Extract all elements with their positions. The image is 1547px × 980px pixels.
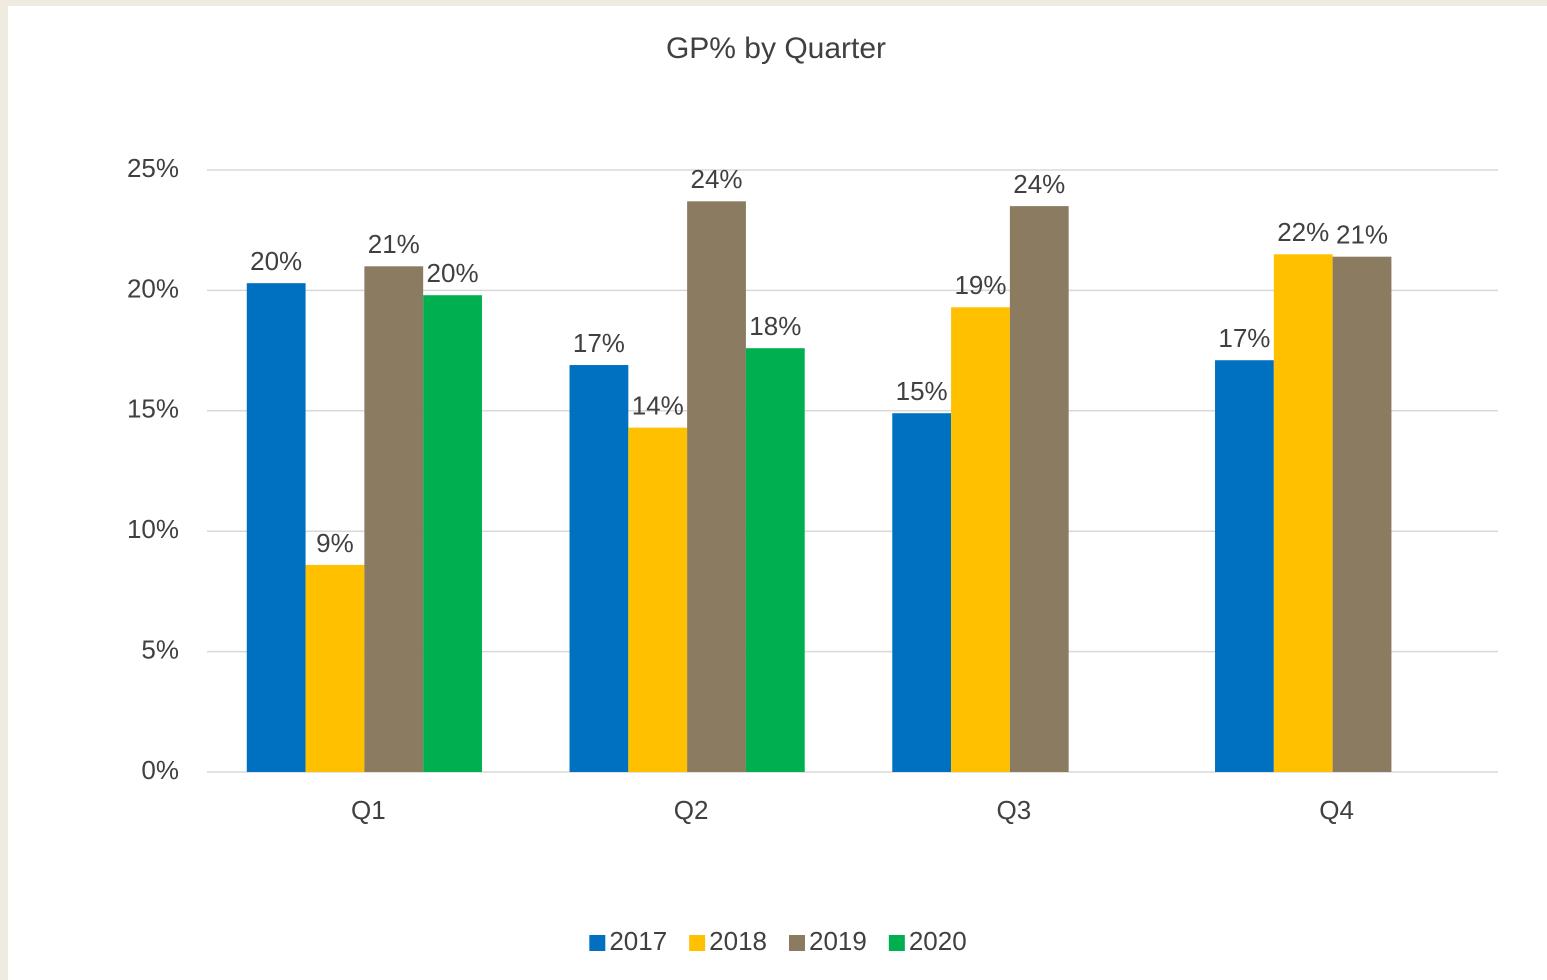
y-tick-label: 20%: [127, 273, 179, 303]
data-label: 22%: [1277, 217, 1329, 247]
data-label: 14%: [632, 391, 684, 421]
data-label: 24%: [691, 164, 743, 194]
data-label: 17%: [573, 328, 625, 358]
y-tick-label: 25%: [127, 153, 179, 183]
x-tick-label: Q3: [997, 795, 1032, 825]
x-tick-label: Q4: [1319, 795, 1354, 825]
data-label: 15%: [896, 376, 948, 406]
legend-swatch: [689, 935, 706, 951]
bar: [246, 283, 306, 772]
bar: [1215, 360, 1274, 772]
data-label: 24%: [1013, 169, 1065, 199]
bar: [364, 266, 424, 772]
bar: [1009, 206, 1069, 772]
chart-title: GP% by Quarter: [666, 32, 886, 65]
data-label: 17%: [1218, 323, 1270, 353]
legend-label: 2018: [709, 926, 767, 956]
data-label: 18%: [749, 311, 801, 341]
legend-label: 2017: [609, 926, 667, 956]
chart: GP% by Quarter 0% 5% 10% 15% 20% 25% Q1 20% 9% 21…: [8, 6, 1547, 980]
legend-label: 2020: [909, 926, 967, 956]
bar: [687, 201, 746, 772]
legend-swatch: [789, 935, 805, 951]
bar: [892, 413, 952, 772]
bar: [423, 295, 482, 772]
bar: [305, 564, 365, 772]
y-tick-label: 10%: [127, 514, 179, 544]
x-tick-label: Q1: [351, 795, 386, 825]
y-tick-label: 0%: [141, 755, 179, 785]
y-tick-label: 15%: [127, 394, 179, 424]
data-label: 20%: [250, 246, 302, 276]
bar: [951, 307, 1010, 772]
bar: [745, 348, 805, 772]
bar: [1332, 256, 1392, 772]
data-label: 19%: [954, 270, 1006, 300]
x-tick-label: Q2: [674, 795, 709, 825]
legend-swatch: [888, 935, 905, 951]
legend-swatch: [589, 935, 606, 951]
data-label: 20%: [427, 258, 479, 288]
data-label: 21%: [1336, 220, 1388, 250]
bar: [569, 365, 629, 772]
data-label: 21%: [368, 229, 420, 259]
data-label: 9%: [316, 528, 354, 558]
legend-label: 2019: [809, 926, 867, 956]
bar: [1273, 254, 1333, 772]
y-tick-label: 5%: [141, 634, 179, 664]
bar: [628, 427, 688, 772]
